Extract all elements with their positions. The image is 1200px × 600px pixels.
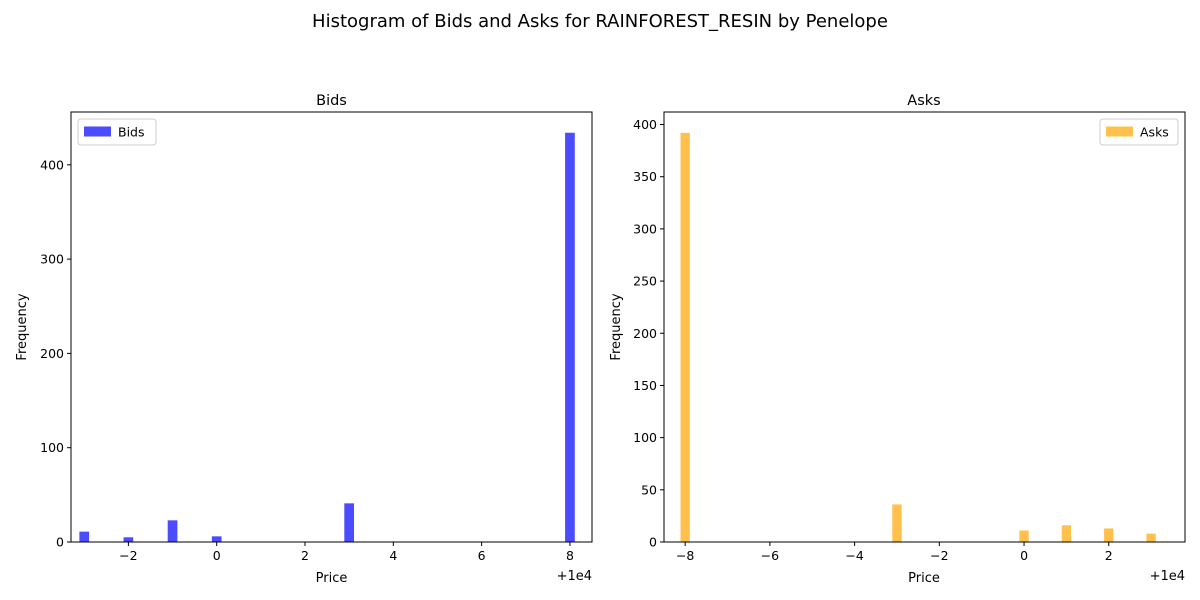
asks-plot-frame [663,111,1186,543]
bids-bars [79,132,575,543]
bids-bar [167,520,178,542]
asks-y-tick-label: 350 [633,169,657,184]
bids-chart-title: Bids [316,93,347,109]
figure-suptitle: Histogram of Bids and Asks for RAINFORES… [312,11,888,32]
asks-y-tick-label: 250 [633,274,657,289]
bids-y-tick-label: 300 [40,252,64,267]
asks-x-tick-label: −2 [930,548,948,563]
asks-chart-title: Asks [907,93,940,109]
bids-bar [79,531,90,542]
bids-x-tick-label: −2 [119,548,137,563]
asks-bar [1019,530,1029,542]
bids-legend-box [77,118,157,146]
asks-bar [1146,533,1156,542]
asks-y-tick-label: 400 [633,117,657,132]
asks-offset-label: +1e4 [1150,569,1185,584]
asks-y-tick-label: 50 [641,482,657,497]
bids-plot-frame [70,111,593,543]
asks-x-tick-label: 2 [1105,548,1113,563]
asks-bars [680,132,1156,542]
asks-y-tick-label: 100 [633,430,657,445]
asks-chart: Asks Price Frequency +1e4 −8 −6 −4 −2 0 2 0 50 1… [609,93,1186,586]
bids-legend: Bids [77,118,157,146]
asks-legend-label: Asks [1140,125,1169,140]
asks-ylabel: Frequency [609,293,624,360]
asks-xlabel: Price [908,571,940,586]
asks-x-tick-label: −6 [761,548,779,563]
bids-y-tick-label: 100 [40,440,64,455]
bids-xlabel: Price [316,571,348,586]
bids-y-tick-label: 200 [40,346,64,361]
bids-x-tick-label: 0 [213,548,221,563]
asks-bar [680,132,690,542]
bids-y-tick-label: 400 [40,157,64,172]
asks-y-tick-label: 200 [633,326,657,341]
bids-legend-swatch [84,126,111,137]
bids-x-tick-label: 4 [389,548,397,563]
bids-bar [344,503,355,542]
asks-y-tick-label: 0 [649,535,657,550]
asks-legend-box [1099,118,1179,146]
asks-bar [892,504,902,542]
asks-y-tick-label: 300 [633,221,657,236]
bids-chart: Bids Price Frequency +1e4 −2 0 2 4 6 8 0 100 200… [15,93,593,586]
asks-x-tick-label: 0 [1020,548,1028,563]
asks-legend: Asks [1099,118,1179,146]
bids-x-tick-label: 6 [478,548,486,563]
bids-offset-label: +1e4 [557,569,592,584]
bids-bar [565,132,575,543]
bids-y-tick-label: 0 [56,535,64,550]
asks-legend-swatch [1106,126,1133,137]
bids-legend-label: Bids [118,125,145,140]
bids-x-tick-label: 2 [301,548,309,563]
bids-x-tick-label: 8 [566,548,574,563]
asks-bar [1104,528,1114,542]
bids-ylabel: Frequency [15,293,30,360]
asks-x-tick-label: −8 [676,548,694,563]
asks-bar [1061,525,1072,542]
asks-x-tick-label: −4 [845,548,863,563]
bids-bar [123,537,134,542]
bids-bar [211,536,222,542]
asks-y-tick-label: 150 [633,378,657,393]
